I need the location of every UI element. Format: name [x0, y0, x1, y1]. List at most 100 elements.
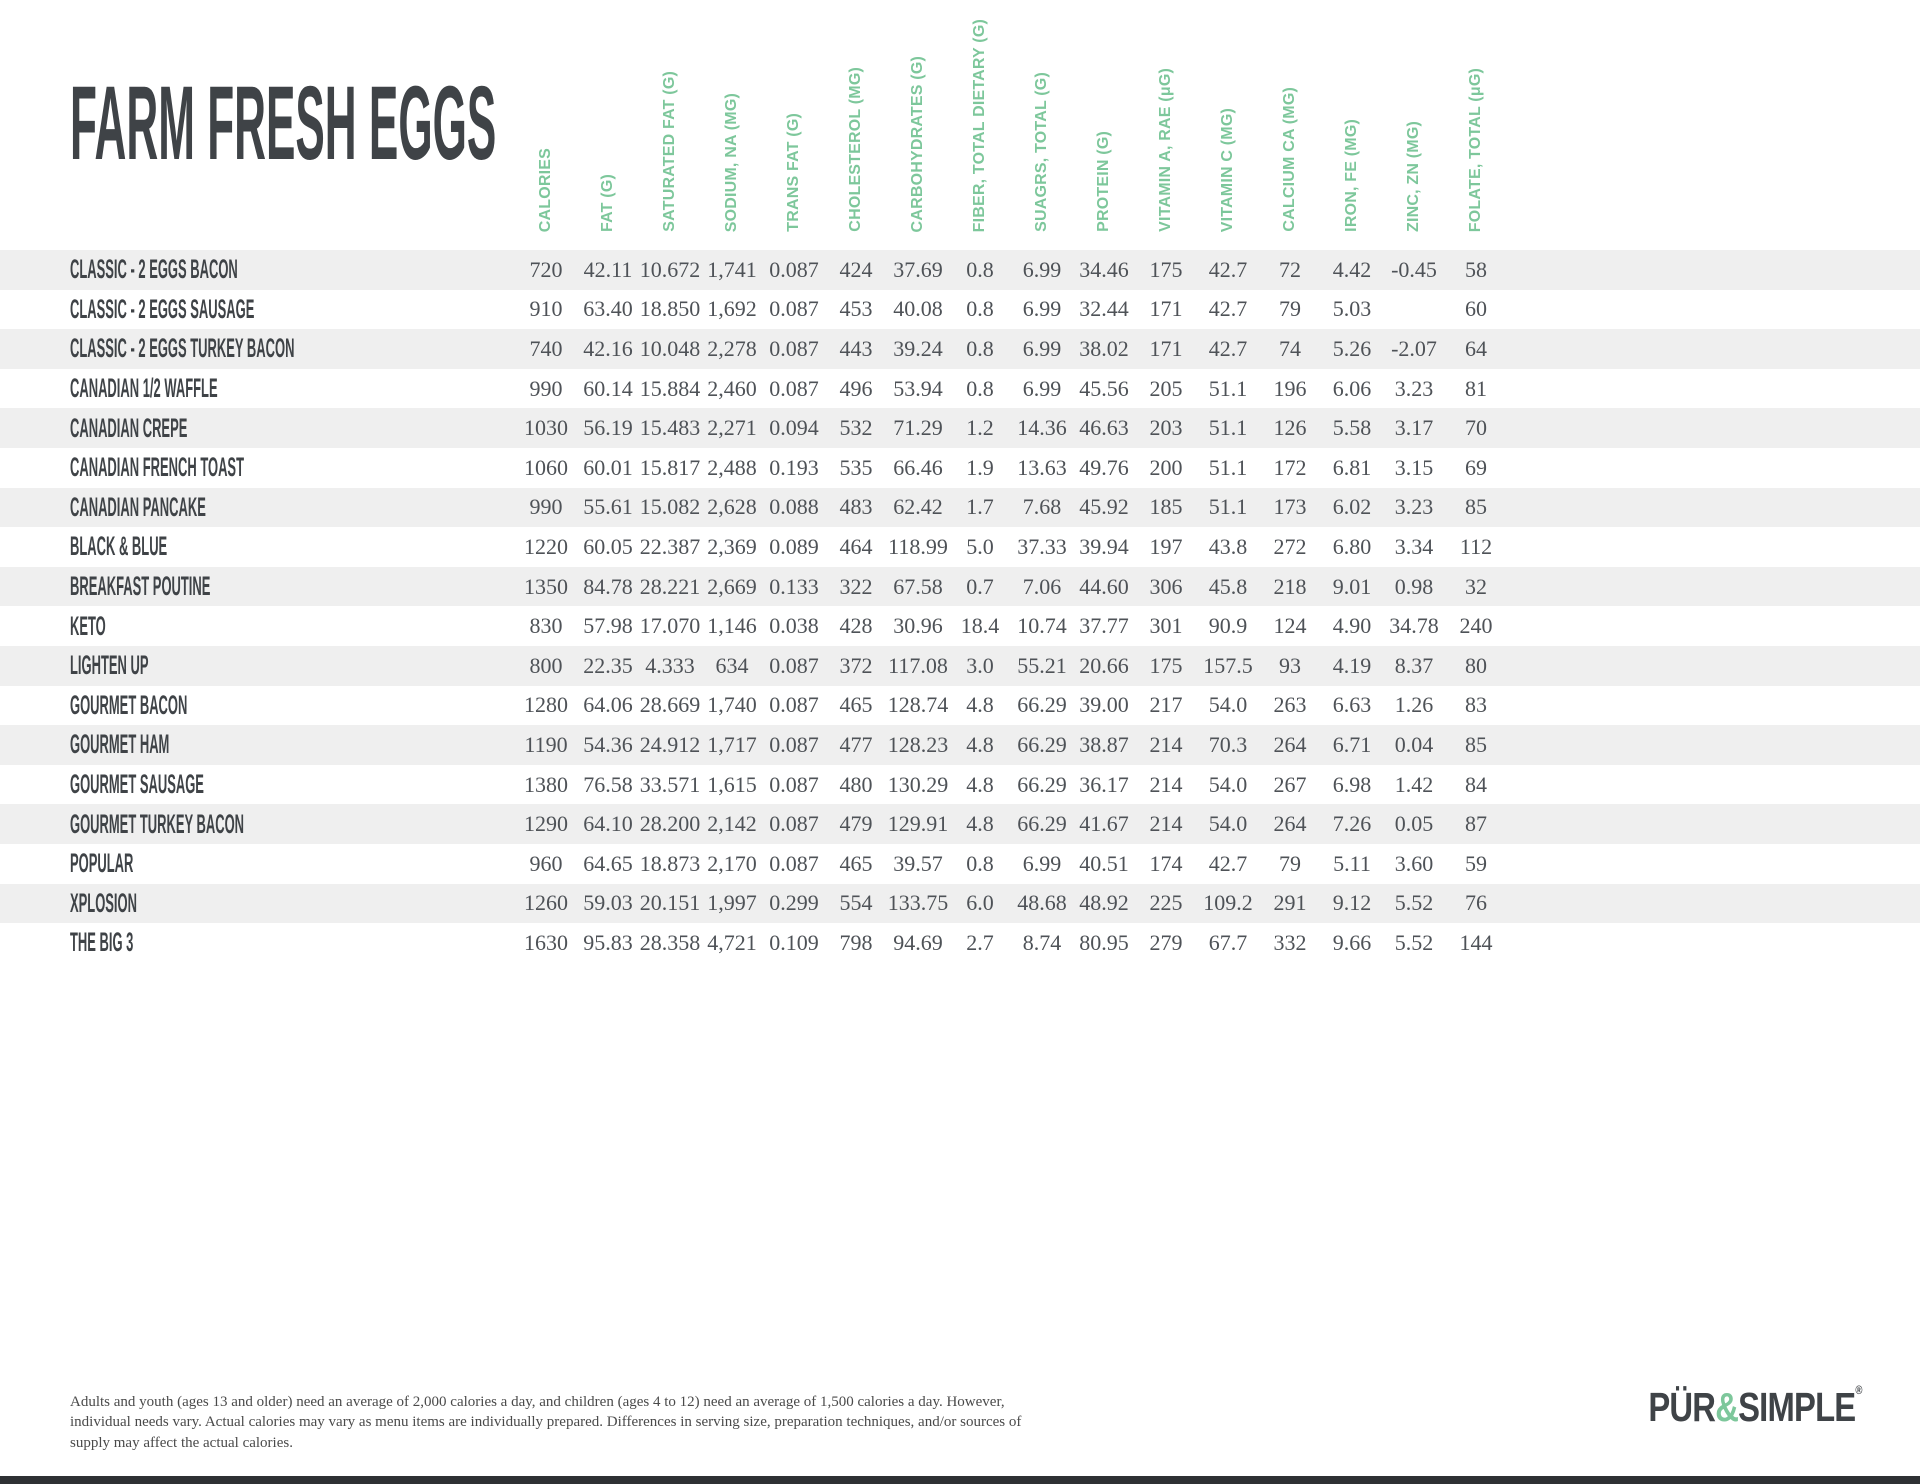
value-cell: 6.99 [1022, 256, 1062, 282]
value-cell: 39.00 [1079, 692, 1129, 718]
item-name-label: POPULAR [70, 848, 134, 879]
value-cell: 0.8 [966, 375, 994, 401]
value-cell: 64.06 [583, 692, 633, 718]
value-cell: 20.66 [1079, 652, 1129, 678]
registered-trademark-icon: ® [1855, 1383, 1863, 1397]
value-cell: 214 [1149, 731, 1183, 757]
value-cell: 15.817 [639, 454, 701, 480]
value-cell: 59.03 [583, 890, 633, 916]
row-filler [1507, 923, 1920, 963]
value-cell: 1,692 [707, 296, 757, 322]
value-cell: 4.8 [966, 771, 994, 797]
value-cell: 5.11 [1333, 850, 1371, 876]
column-header: VITAMIN C (MG) [1197, 0, 1259, 250]
value-cell: 22.35 [583, 652, 633, 678]
value-cell: 0.299 [769, 890, 819, 916]
value-cell: 1.7 [966, 494, 994, 520]
value-cell: 6.99 [1022, 335, 1062, 361]
value-cell: 64 [1465, 335, 1487, 361]
value-cell: 133.75 [887, 890, 949, 916]
item-name-cell: LIGHTEN UP [0, 646, 515, 686]
column-header: ZINC, ZN (MG) [1383, 0, 1445, 250]
value-cell: 42.11 [583, 256, 633, 282]
value-cell: 1380 [524, 771, 568, 797]
column-header-label: VITAMIN C (MG) [1219, 107, 1236, 232]
value-cell: 1630 [524, 929, 568, 955]
value-cell: 264 [1273, 731, 1307, 757]
value-cell: 67.58 [893, 573, 943, 599]
row-filler [1507, 527, 1920, 567]
value-cell: 94.69 [893, 929, 943, 955]
value-cell: 5.03 [1332, 296, 1372, 322]
column-header-label: FOLATE, TOTAL (μG) [1467, 67, 1484, 232]
value-cell: 6.99 [1022, 375, 1062, 401]
table-row: BREAKFAST POUTINE 1350 84.78 28.221 2,669 0.1… [0, 566, 1920, 607]
item-name-label: CANADIAN PANCAKE [70, 491, 206, 522]
value-cell: 0.087 [769, 296, 819, 322]
value-cell: 144 [1459, 929, 1493, 955]
value-cell: 6.71 [1332, 731, 1372, 757]
value-cell: 173 [1273, 494, 1307, 520]
value-cell: 424 [839, 256, 873, 282]
value-cell: 28.221 [639, 573, 701, 599]
value-cell: 45.56 [1079, 375, 1129, 401]
value-cell: 28.200 [639, 811, 701, 837]
value-cell: 70.3 [1208, 731, 1248, 757]
table-row: BLACK & BLUE 1220 60.05 22.387 2,369 0.089 464… [0, 527, 1920, 567]
value-cell: 42.7 [1208, 850, 1248, 876]
item-name-label: LIGHTEN UP [70, 650, 149, 681]
value-cell: 496 [839, 375, 873, 401]
value-cell: 990 [529, 375, 563, 401]
value-cell: 54.0 [1208, 771, 1248, 797]
value-cell: 4,721 [707, 929, 757, 955]
value-cell: 66.29 [1017, 692, 1067, 718]
value-cell: 4.8 [966, 731, 994, 757]
item-name-cell: POPULAR [0, 844, 515, 884]
value-cell: 71.29 [893, 415, 943, 441]
column-header-label: FAT (G) [599, 174, 616, 232]
value-cell: 0.038 [769, 613, 819, 639]
value-cell: 40.08 [893, 296, 943, 322]
value-cell: 1260 [524, 890, 568, 916]
value-cell: 9.66 [1332, 929, 1372, 955]
value-cell: 218 [1273, 573, 1307, 599]
value-cell: 960 [529, 850, 563, 876]
item-name-cell: CANADIAN CREPE [0, 408, 515, 448]
value-cell: 44.60 [1079, 573, 1129, 599]
nutrition-table: CALORIES FAT (G) SATURATED FAT (G) SODIUM, … [0, 0, 1920, 963]
value-cell: 34.46 [1079, 256, 1129, 282]
value-cell: 0.8 [966, 256, 994, 282]
row-filler [1507, 804, 1920, 844]
value-cell: 477 [839, 731, 873, 757]
value-cell: 7.68 [1022, 494, 1062, 520]
value-cell: 84 [1465, 771, 1487, 797]
page-title: FARM FRESH EGGS [70, 65, 497, 182]
value-cell: 39.24 [893, 335, 943, 361]
value-cell: 4.42 [1332, 256, 1372, 282]
item-name-cell: CLASSIC - 2 EGGS SAUSAGE [0, 290, 515, 330]
value-cell: 83 [1465, 692, 1487, 718]
value-cell: 60.01 [583, 454, 633, 480]
column-header-label: CARBOHYDRATES (G) [909, 55, 926, 232]
value-cell: 157.5 [1203, 652, 1253, 678]
row-filler [1507, 369, 1920, 409]
row-filler [1507, 290, 1920, 330]
value-cell: 34.78 [1389, 613, 1439, 639]
value-cell: 30.96 [893, 613, 943, 639]
value-cell: 740 [529, 335, 563, 361]
value-cell: 70 [1465, 415, 1487, 441]
item-name-label: BREAKFAST POUTINE [70, 571, 211, 602]
value-cell: 45.92 [1079, 494, 1129, 520]
value-cell: 0.087 [769, 652, 819, 678]
value-cell: 185 [1149, 494, 1183, 520]
value-cell: 0.088 [769, 494, 819, 520]
value-cell: 532 [839, 415, 873, 441]
value-cell: 200 [1149, 454, 1183, 480]
column-header: CARBOHYDRATES (G) [887, 0, 949, 250]
value-cell: 479 [839, 811, 873, 837]
value-cell: 1030 [524, 415, 568, 441]
value-cell: 0.087 [769, 731, 819, 757]
value-cell: 217 [1149, 692, 1183, 718]
value-cell: 24.912 [639, 731, 701, 757]
table-row: GOURMET HAM 1190 54.36 24.912 1,717 0.087 477 1… [0, 725, 1920, 765]
